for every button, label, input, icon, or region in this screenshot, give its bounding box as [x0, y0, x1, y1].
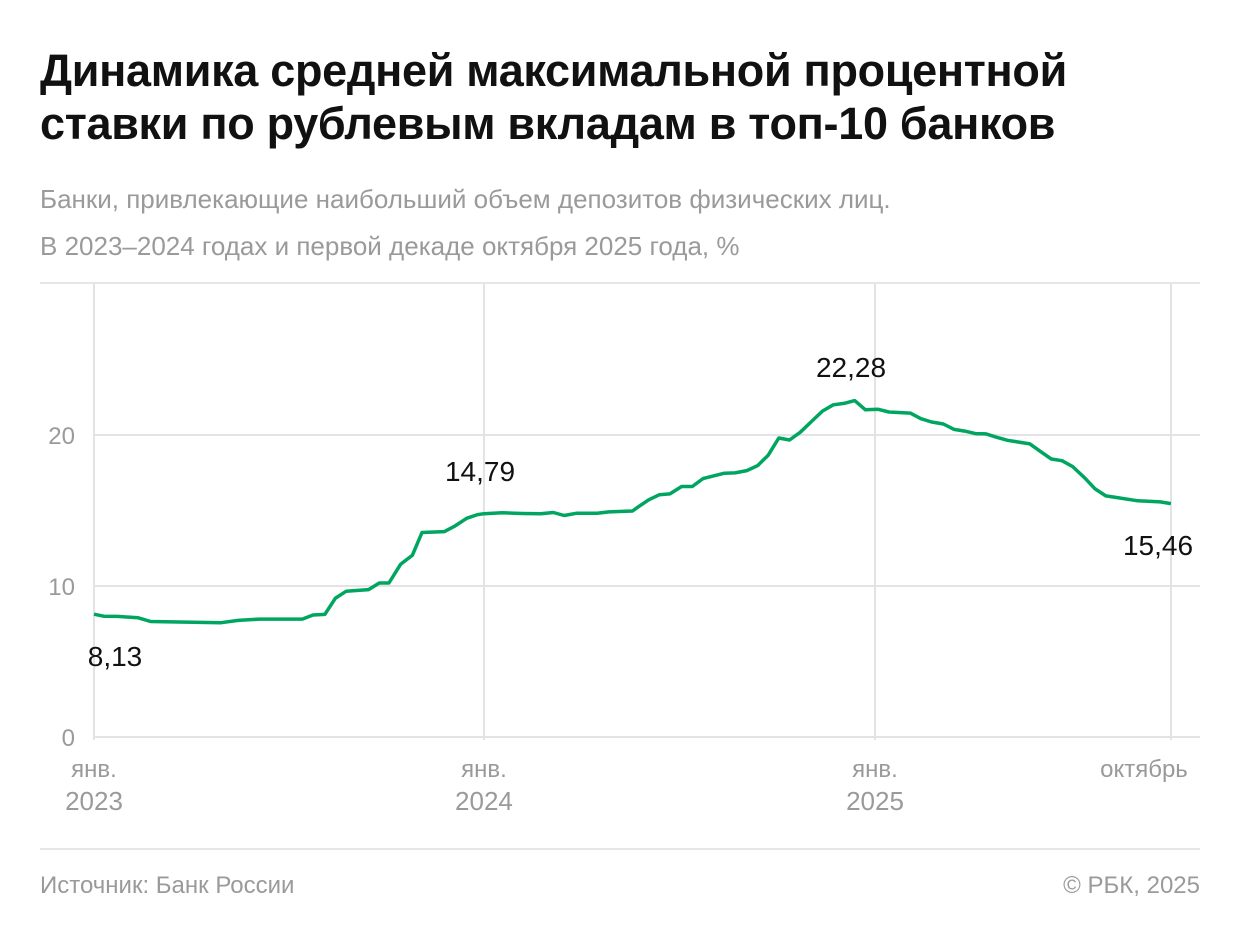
chart-title: Динамика средней максимальной процентной… [40, 45, 1067, 149]
copyright-text: © РБК, 2025 [1063, 872, 1200, 899]
data-label: 22,28 [816, 352, 886, 383]
x-tick-label: янв. [852, 756, 898, 783]
data-label: 8,13 [88, 641, 143, 672]
y-tick-label: 10 [48, 574, 75, 601]
x-tick-year-label: 2024 [455, 786, 513, 816]
subtitle-line-1: Банки, привлекающие наибольший объем деп… [40, 184, 891, 214]
x-tick-label: октябрь [1100, 756, 1188, 783]
source-text: Источник: Банк России [40, 872, 295, 899]
bottom-divider [40, 848, 1200, 850]
subtitle-line-2: В 2023–2024 годах и первой декаде октябр… [40, 231, 740, 261]
x-tick-year-label: 2025 [846, 786, 904, 816]
x-tick-year-label: 2023 [65, 786, 123, 816]
x-tick-label: янв. [71, 756, 117, 783]
x-tick-label: янв. [461, 756, 507, 783]
top-divider [40, 282, 1200, 284]
chart-subtitle: Банки, привлекающие наибольший объем деп… [40, 176, 1220, 270]
y-tick-label: 0 [62, 725, 75, 752]
data-label: 15,46 [1123, 530, 1193, 561]
y-tick-label: 20 [48, 423, 75, 450]
rate-series-line [93, 398, 1172, 625]
data-label: 14,79 [445, 456, 515, 487]
